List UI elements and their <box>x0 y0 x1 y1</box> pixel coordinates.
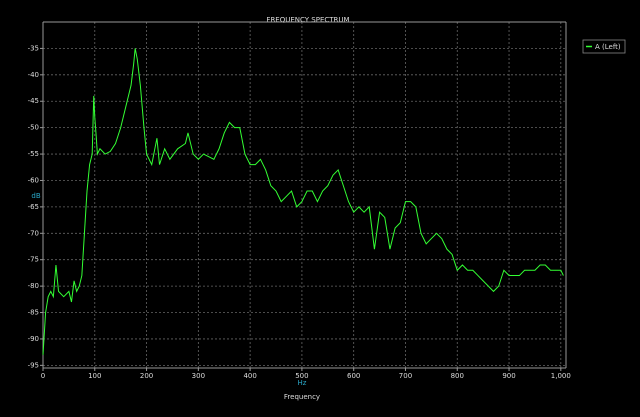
legend-box <box>582 39 626 54</box>
y-tick-label: -55 <box>28 150 39 158</box>
y-tick-label: -75 <box>28 256 39 264</box>
legend-label: A (Left) <box>595 43 621 51</box>
y-tick-label: -45 <box>28 97 39 105</box>
x-tick-label: 600 <box>347 372 360 380</box>
x-tick-label: 700 <box>399 372 412 380</box>
x-tick-label: 900 <box>502 372 515 380</box>
y-tick-label: -65 <box>28 203 39 211</box>
x-tick-label: 800 <box>451 372 464 380</box>
x-tick-label: 300 <box>192 372 205 380</box>
y-tick-label: -50 <box>28 124 39 132</box>
x-tick-label: 400 <box>243 372 256 380</box>
y-tick-label: -80 <box>28 282 39 290</box>
x-axis-label: Frequency <box>284 393 320 401</box>
y-tick-label: -35 <box>28 44 39 52</box>
x-tick-label: 200 <box>140 372 153 380</box>
x-tick-label: 500 <box>295 372 308 380</box>
x-tick-label: 100 <box>88 372 101 380</box>
y-tick-label: -40 <box>28 71 39 79</box>
x-axis-unit: Hz <box>298 379 307 387</box>
x-tick-label: 0 <box>41 372 45 380</box>
x-tick-label: 1,000 <box>551 372 571 380</box>
y-tick-label: -85 <box>28 309 39 317</box>
y-tick-label: -70 <box>28 229 39 237</box>
chart-title: FREQUENCY SPECTRUM <box>266 16 349 24</box>
spectrum-line <box>42 48 564 355</box>
y-tick-label: -90 <box>28 335 39 343</box>
y-tick-label: -60 <box>28 176 39 184</box>
y-tick-label: -95 <box>28 361 39 369</box>
y-axis-label: dB <box>31 192 40 200</box>
